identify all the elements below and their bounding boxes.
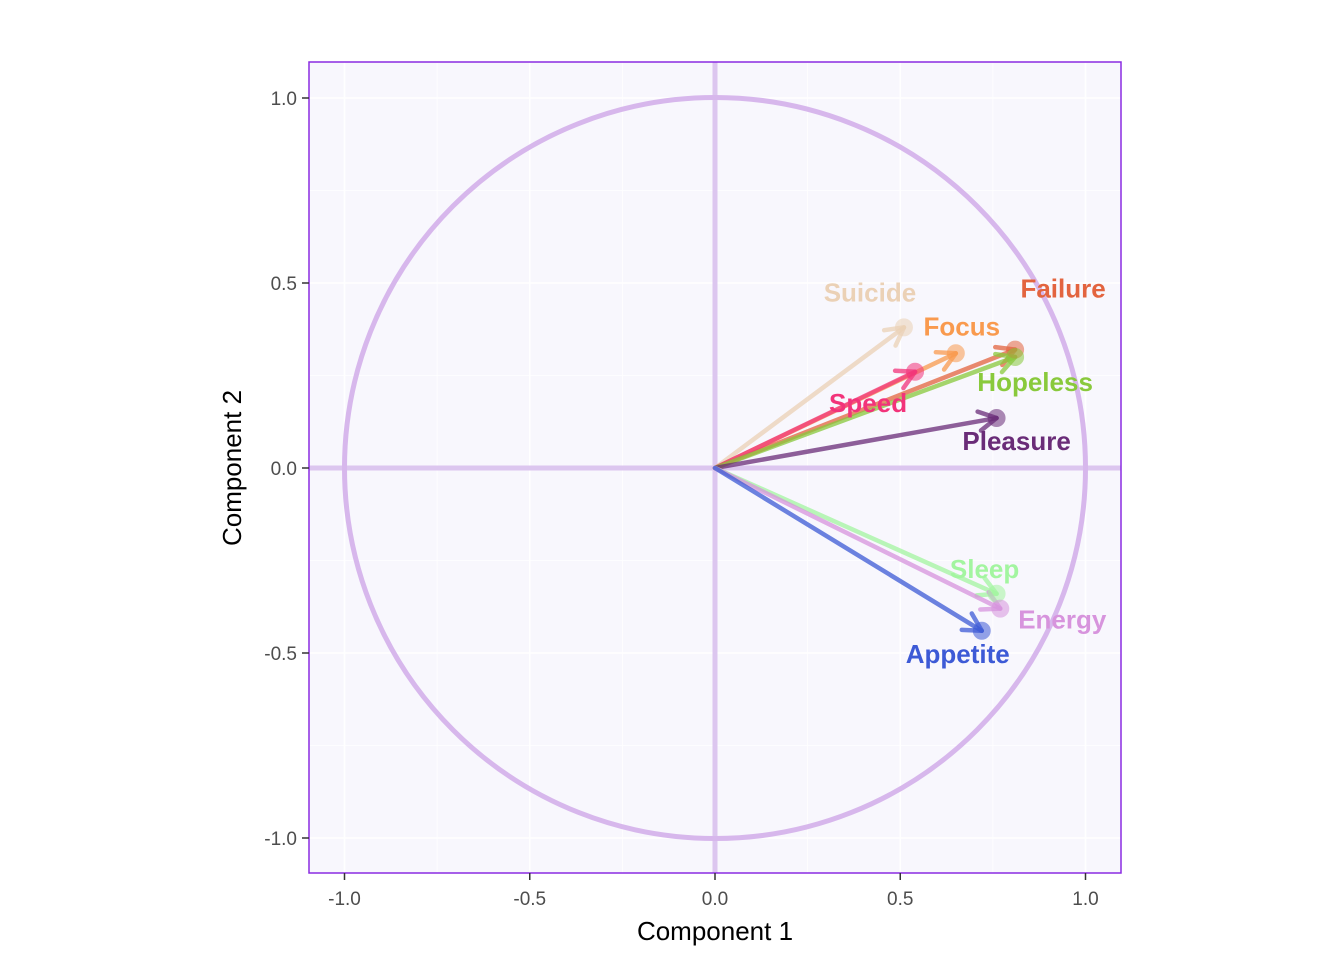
y-tick-label: 0.5 xyxy=(271,274,297,295)
x-tick-label: 0.5 xyxy=(887,889,913,910)
point-energy xyxy=(991,599,1010,618)
point-hopeless xyxy=(1006,348,1025,366)
label-focus: Focus xyxy=(924,311,1001,341)
unit-circle xyxy=(342,95,1088,841)
x-tick-label: -1.0 xyxy=(328,889,361,910)
point-speed xyxy=(906,362,925,381)
label-pleasure: Pleasure xyxy=(962,426,1070,456)
label-energy: Energy xyxy=(1018,605,1107,635)
x-axis-title: Component 1 xyxy=(637,916,793,946)
point-suicide xyxy=(894,318,913,337)
y-axis-title: Component 2 xyxy=(217,390,247,546)
x-tick-label: -0.5 xyxy=(513,889,546,910)
point-focus xyxy=(946,344,965,363)
label-appetite: Appetite xyxy=(906,639,1010,669)
label-suicide: Suicide xyxy=(824,277,916,307)
variable-points xyxy=(894,318,1025,640)
y-tick-label: -0.5 xyxy=(264,644,297,665)
variable-labels: Suicide Focus Failure Speed Hopeless Pleasure… xyxy=(824,274,1107,669)
label-failure: Failure xyxy=(1020,274,1105,304)
arrow-appetite xyxy=(712,465,985,634)
label-hopeless: Hopeless xyxy=(977,367,1093,397)
point-sleep xyxy=(987,584,1006,603)
arrow-energy xyxy=(712,465,1003,611)
y-tick-label: -1.0 xyxy=(264,829,297,850)
arrow-speed xyxy=(712,369,918,471)
x-axis: -1.0 -0.5 0.0 0.5 1.0 xyxy=(328,873,1099,910)
x-tick-label: 0.0 xyxy=(702,889,728,910)
arrow-suicide xyxy=(712,325,907,471)
y-axis: -1.0 -0.5 0.0 0.5 1.0 xyxy=(264,89,309,850)
arrow-hopeless xyxy=(712,354,1018,471)
label-speed: Speed xyxy=(829,388,907,418)
label-sleep: Sleep xyxy=(950,554,1019,584)
arrow-pleasure xyxy=(712,415,999,471)
point-pleasure xyxy=(987,409,1006,428)
y-tick-label: 1.0 xyxy=(271,89,297,110)
y-tick-label: 0.0 xyxy=(271,459,297,480)
x-tick-label: 1.0 xyxy=(1072,889,1098,910)
point-appetite xyxy=(972,621,991,640)
